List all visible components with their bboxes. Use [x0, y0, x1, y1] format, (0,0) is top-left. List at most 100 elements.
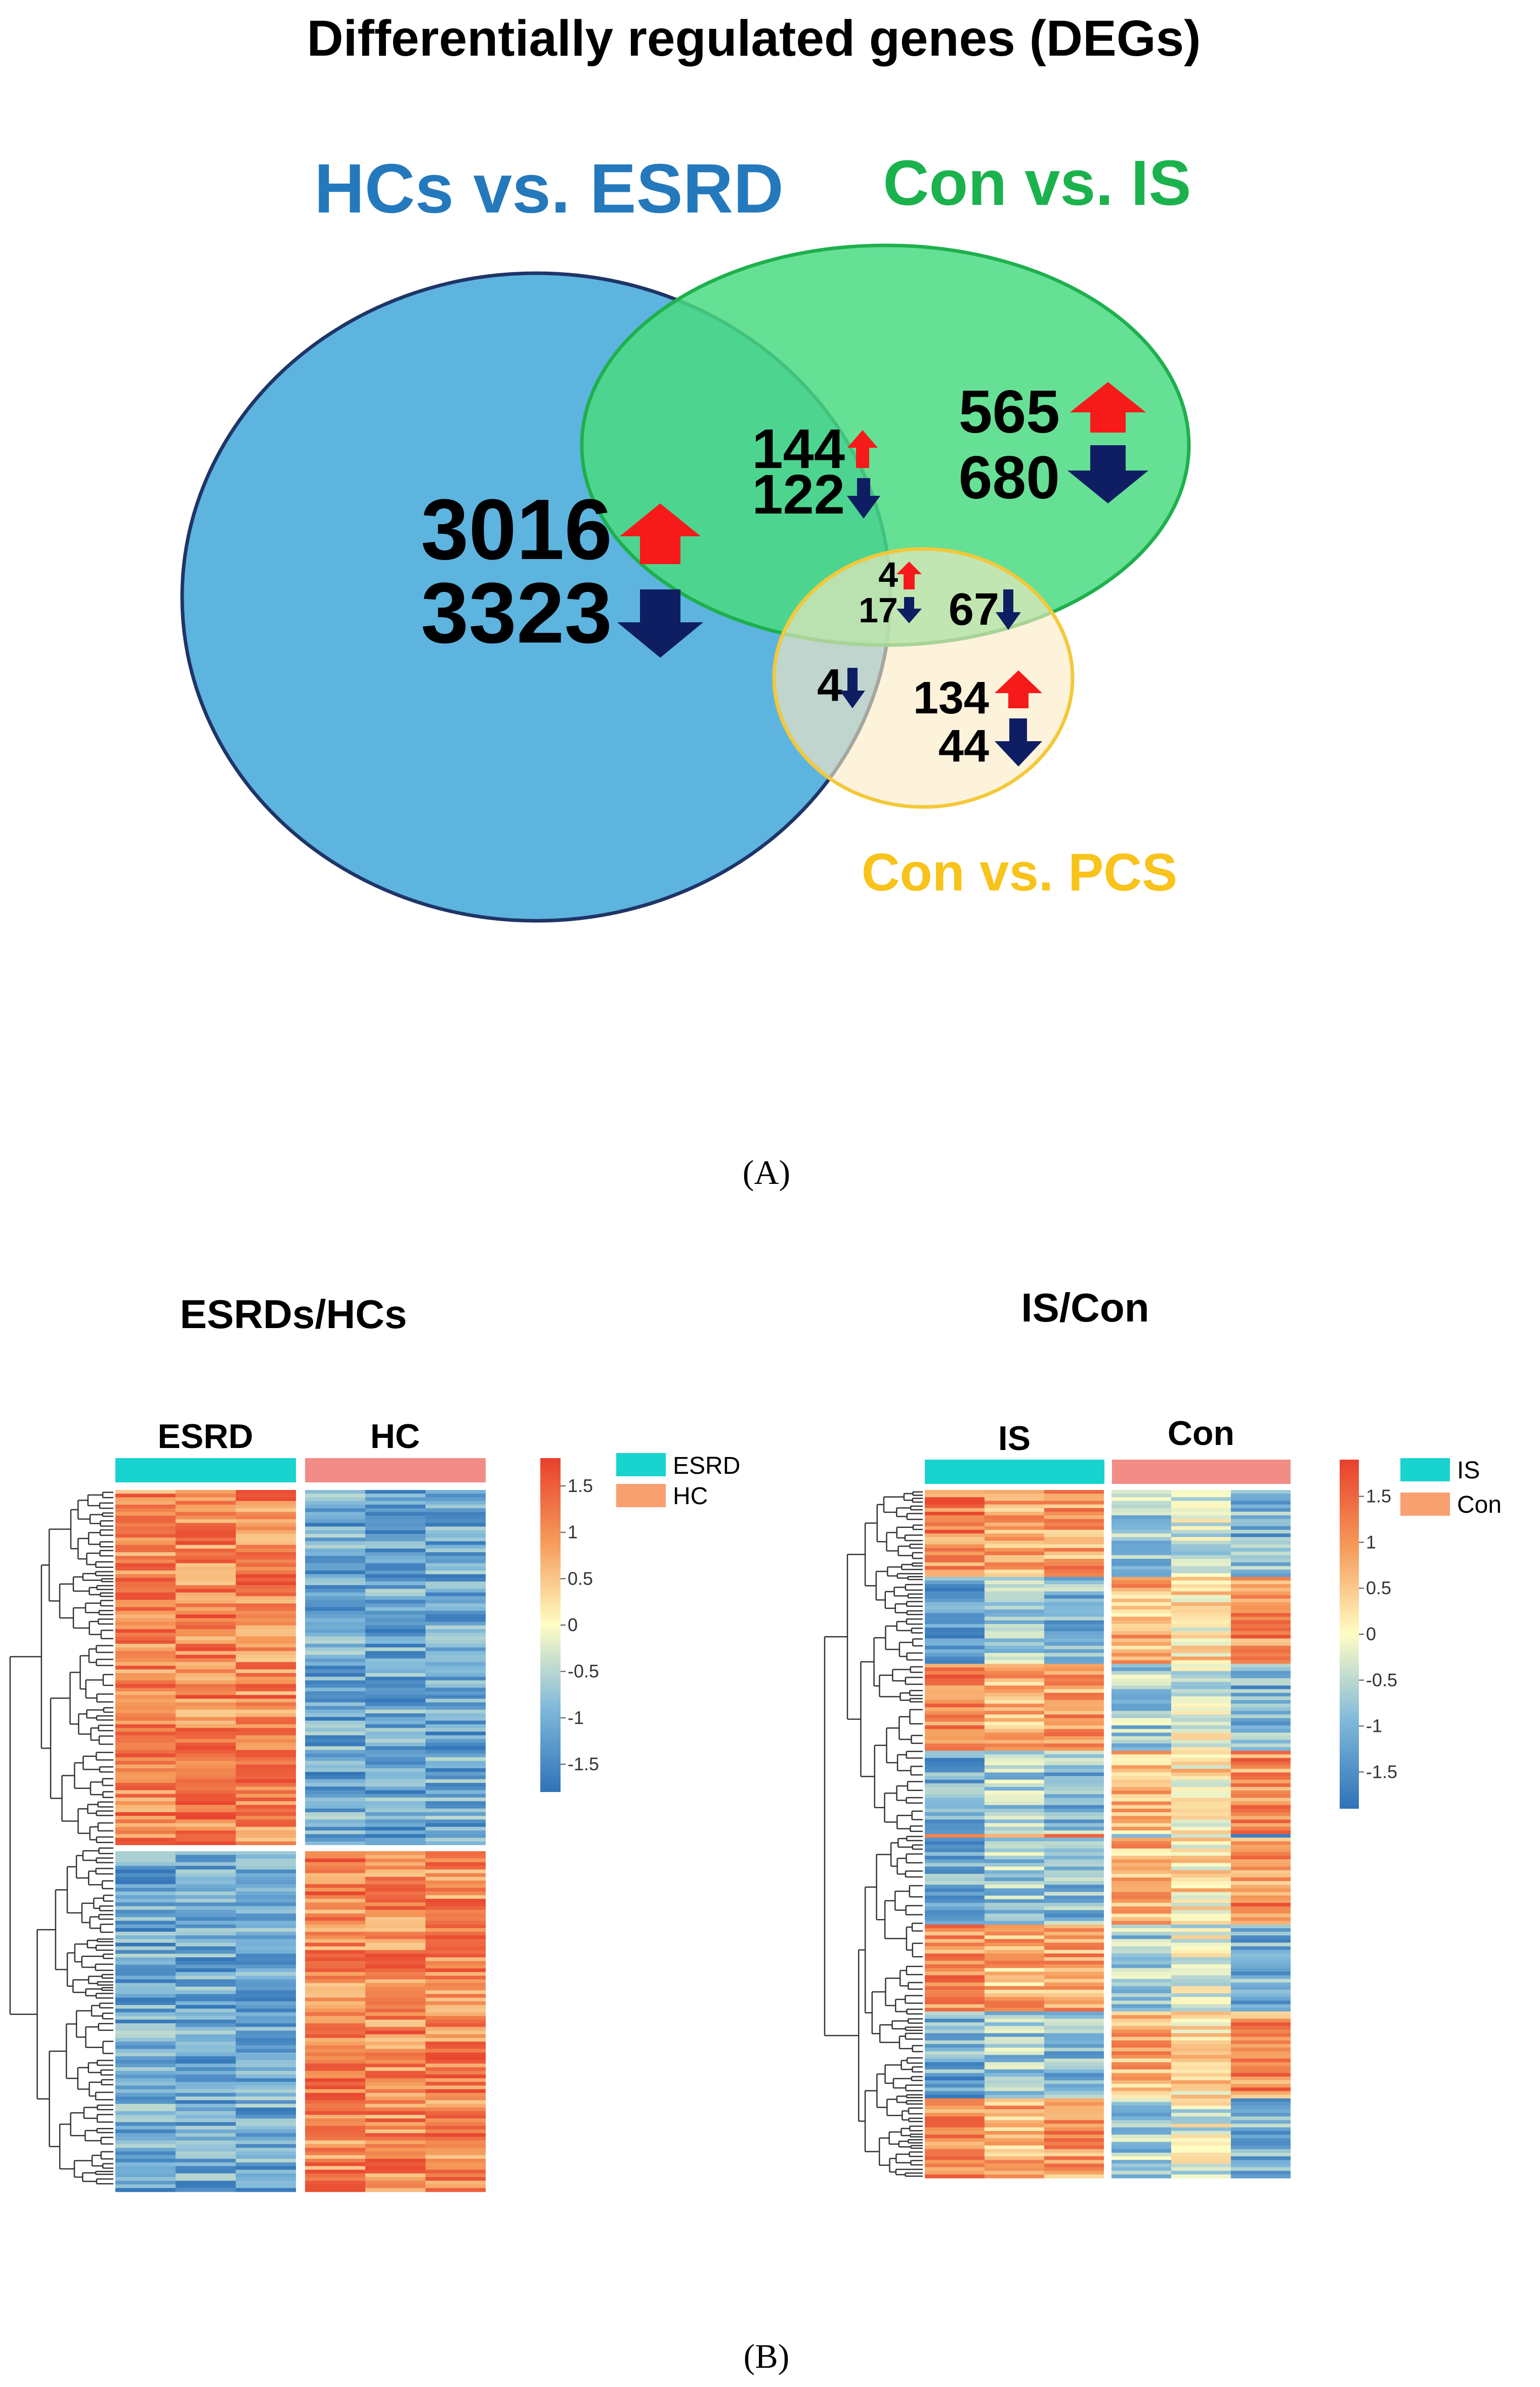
heatmap-cell: [925, 1939, 985, 1943]
heatmap-cell: [1231, 1645, 1291, 1650]
heatmap-cell: [365, 1519, 425, 1523]
heatmap-cell: [425, 2125, 486, 2130]
heatmap-cell: [985, 2040, 1044, 2044]
heatmap-cell: [115, 1728, 176, 1732]
heatmap-cell: [985, 1873, 1044, 1878]
heatmap-cell: [115, 1794, 176, 1798]
heatmap-cell: [925, 1580, 985, 1585]
heatmap-cell: [925, 1551, 985, 1556]
heatmap-cell: [1044, 1624, 1104, 1628]
heatmap-cell: [1231, 1504, 1291, 1509]
heatmap-cell: [985, 1946, 1044, 1950]
heatmap-cell: [365, 1735, 425, 1739]
heatmap-cell: [115, 1552, 176, 1556]
heatmap-cell: [925, 1649, 985, 1653]
heatmap-cell: [365, 2140, 425, 2145]
heatmap-cell: [1111, 1816, 1171, 1820]
heatmap-cell: [925, 1968, 985, 1972]
heatmap-cell: [1231, 1562, 1291, 1566]
heatmap-cell: [985, 2156, 1044, 2160]
heatmap-cell: [115, 1570, 176, 1575]
heatmap-cell: [365, 1754, 425, 1758]
heatmap-cell: [176, 2053, 236, 2057]
heatmap-cell: [1044, 1826, 1104, 1831]
heatmap-cell: [425, 1523, 486, 1527]
heatmap-cell: [1111, 1754, 1171, 1759]
heatmap-cell: [925, 1960, 985, 1965]
heatmap-cell: [1231, 1848, 1291, 1853]
heatmap-cell: [236, 1651, 296, 1655]
legend-entry-hc: HC: [673, 1483, 708, 1510]
heatmap-cell: [1171, 2105, 1231, 2110]
heatmap-cell: [176, 1610, 236, 1615]
heatmap-cell: [1231, 1921, 1291, 1925]
heatmap-cell: [1044, 1675, 1104, 1679]
heatmap-cell: [1044, 1816, 1104, 1820]
heatmap-cell: [985, 2142, 1044, 2146]
heatmap-cell: [236, 1902, 296, 1907]
heatmap-cell: [1044, 1722, 1104, 1726]
down-arrow-icon: [847, 478, 880, 519]
heatmap-cell: [236, 1541, 296, 1546]
heatmap-cell: [985, 1588, 1044, 1592]
heatmap-cell: [115, 1523, 176, 1527]
heatmap-title: IS/Con: [1021, 1285, 1149, 1330]
heatmap-cell: [115, 1779, 176, 1783]
heatmap-cell: [115, 2081, 176, 2086]
heatmap-cell: [1231, 1555, 1291, 1559]
heatmap-cell: [115, 1684, 176, 1688]
heatmap-cell: [1231, 1497, 1291, 1502]
heatmap-cell: [1044, 2109, 1104, 2113]
heatmap-cell: [985, 2105, 1044, 2110]
heatmap-cell: [305, 1816, 365, 1820]
heatmap-cell: [925, 1602, 985, 1606]
heatmap-cell: [305, 1691, 365, 1695]
heatmap-cell: [1231, 1957, 1291, 1962]
heatmap-cell: [236, 1917, 296, 1922]
heatmap-cell: [425, 1928, 486, 1932]
heatmap-cell: [1044, 1924, 1104, 1929]
heatmap-cell: [1171, 2156, 1231, 2160]
heatmap-cell: [305, 1946, 365, 1950]
heatmap-cell: [176, 2063, 236, 2068]
heatmap-cell: [115, 2118, 176, 2123]
heatmap-cell: [305, 2005, 365, 2009]
heatmap-cell: [365, 2060, 425, 2064]
heatmap-cell: [985, 1616, 1044, 1621]
heatmap-cell: [236, 1563, 296, 1567]
heatmap-cell: [1171, 1816, 1231, 1820]
heatmap-cell: [1111, 1979, 1171, 1983]
heatmap-cell: [305, 1702, 365, 1707]
heatmap-cell: [1171, 1841, 1231, 1846]
heatmap-cell: [985, 1791, 1044, 1795]
heatmap-cell: [985, 2083, 1044, 2088]
heatmap-cell: [365, 1990, 425, 1994]
heatmap-cell: [925, 1526, 985, 1530]
heatmap-cell: [1171, 1964, 1231, 1969]
heatmap-cell: [1111, 1903, 1171, 1907]
heatmap-cell: [176, 1865, 236, 1870]
heatmap-cell: [236, 1823, 296, 1827]
heatmap-cell: [236, 1899, 296, 1903]
heatmap-cell: [985, 1801, 1044, 1806]
heatmap-cell: [176, 1942, 236, 1947]
heatmap-cell: [1231, 2008, 1291, 2012]
heatmap-cell: [236, 2118, 296, 2123]
heatmap-cell: [1231, 1823, 1291, 1827]
heatmap-cell: [1111, 2058, 1171, 2063]
heatmap-cell: [365, 1994, 425, 1998]
heatmap-cell: [176, 1935, 236, 1940]
heatmap-cell: [985, 1960, 1044, 1965]
heatmap-cell: [115, 2144, 176, 2148]
heatmap-cell: [365, 2169, 425, 2174]
heatmap-cell: [425, 1739, 486, 1743]
heatmap-cell: [985, 2051, 1044, 2056]
heatmap-cell: [1231, 2004, 1291, 2009]
heatmap-cell: [236, 2074, 296, 2079]
heatmap-cell: [176, 2023, 236, 2027]
heatmap-cell: [1231, 2152, 1291, 2157]
heatmap-cell: [985, 2116, 1044, 2121]
heatmap-cell: [425, 1750, 486, 1754]
heatmap-cell: [365, 1603, 425, 1608]
heatmap-cell: [176, 1746, 236, 1751]
